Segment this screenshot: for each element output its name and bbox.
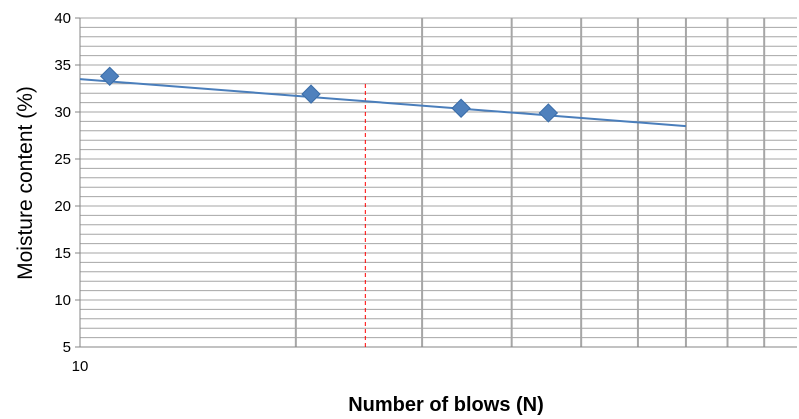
y-tick-label: 10	[54, 292, 71, 309]
data-point	[451, 98, 471, 118]
y-tick-label: 30	[54, 104, 71, 121]
y-tick-label: 15	[54, 245, 71, 262]
grid-layer	[80, 17, 797, 348]
trendline-layer	[79, 78, 687, 128]
y-tick-label: 5	[63, 339, 71, 356]
y-tick-label: 40	[54, 10, 71, 27]
x-tick-label: 10	[72, 358, 89, 375]
data-point	[538, 103, 559, 123]
y-tick-label: 25	[54, 151, 71, 168]
axes-layer	[75, 17, 797, 348]
x-axis-title: Number of blows (N)	[348, 394, 544, 416]
plot-area	[80, 18, 797, 347]
y-tick-label: 20	[54, 198, 71, 215]
y-tick-label: 35	[54, 57, 71, 74]
data-point	[301, 84, 321, 104]
points-layer	[99, 66, 559, 123]
data-point	[99, 66, 120, 86]
y-axis-title: Moisture content (%)	[14, 86, 37, 280]
trendline	[79, 78, 687, 128]
